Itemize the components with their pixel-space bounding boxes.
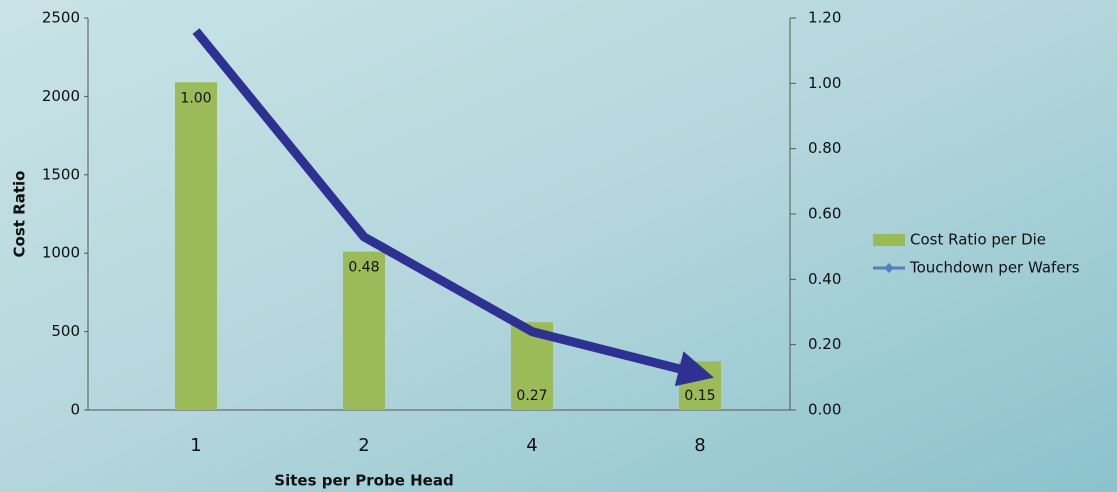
data-annotation: 0.48	[348, 260, 379, 276]
x-tick-label: 8	[694, 435, 705, 456]
legend-label: Touchdown per Wafers	[909, 259, 1080, 277]
y-tick-label: 2500	[42, 9, 80, 27]
y-axis-title: Cost Ratio	[11, 171, 29, 258]
y2-tick-label: 1.00	[808, 74, 841, 92]
y2-tick-label: 0.20	[808, 335, 841, 353]
x-tick-label: 1	[190, 435, 201, 456]
data-annotation: 0.15	[684, 388, 715, 404]
y-tick-label: 500	[51, 322, 80, 340]
bar	[175, 82, 217, 411]
y2-tick-label: 0.60	[808, 205, 841, 223]
data-annotation: 0.27	[516, 388, 547, 404]
y-tick-label: 1000	[42, 244, 80, 262]
data-annotation: 1.00	[180, 90, 211, 106]
y2-tick-label: 0.80	[808, 139, 841, 157]
y2-tick-label: 1.20	[808, 9, 841, 27]
x-tick-label: 2	[358, 435, 369, 456]
x-axis-title: Sites per Probe Head	[274, 472, 453, 490]
bar	[343, 251, 385, 410]
x-tick-label: 4	[526, 435, 537, 456]
y-tick-label: 1500	[42, 165, 80, 183]
legend-marker	[884, 263, 894, 273]
y-tick-label: 2000	[42, 87, 80, 105]
line-series	[192, 28, 714, 387]
y-tick-label: 0	[70, 401, 80, 419]
y2-tick-label: 0.40	[808, 270, 841, 288]
legend-label: Cost Ratio per Die	[910, 231, 1046, 249]
legend-swatch	[873, 234, 905, 246]
y2-tick-label: 0.00	[808, 401, 841, 419]
